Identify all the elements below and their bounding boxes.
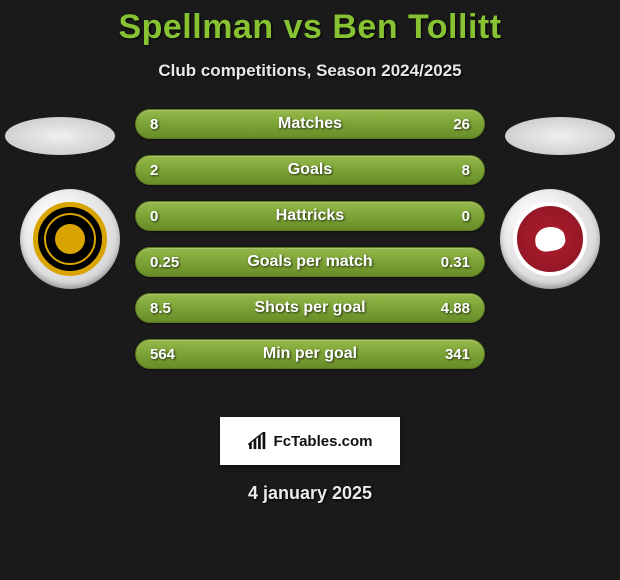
snapshot-date: 4 january 2025 (0, 483, 620, 504)
bar-chart-icon (248, 432, 270, 450)
stat-row-goals-per-match: 0.25 Goals per match 0.31 (135, 247, 485, 277)
player2-name: Ben Tollitt (332, 8, 501, 46)
team-badge-right (500, 189, 600, 289)
attribution-box: FcTables.com (220, 417, 400, 465)
stat-right-value: 0 (462, 208, 470, 225)
stat-row-goals: 2 Goals 8 (135, 155, 485, 185)
morecambe-crest (513, 202, 587, 276)
stat-row-shots-per-goal: 8.5 Shots per goal 4.88 (135, 293, 485, 323)
stat-right-value: 341 (445, 346, 470, 363)
stat-label: Matches (136, 115, 484, 133)
comparison-title: Spellman vs Ben Tollitt (0, 0, 620, 47)
stat-right-value: 8 (462, 162, 470, 179)
stat-label: Goals (136, 161, 484, 179)
spotlight-right (505, 117, 615, 155)
stat-right-value: 4.88 (441, 300, 470, 317)
comparison-arena: 8 Matches 26 2 Goals 8 0 Hattricks 0 0.2… (0, 109, 620, 399)
spotlight-left (5, 117, 115, 155)
stat-right-value: 26 (453, 116, 470, 133)
subtitle: Club competitions, Season 2024/2025 (0, 61, 620, 81)
attribution-text: FcTables.com (274, 433, 373, 450)
team-badge-left (20, 189, 120, 289)
stat-row-matches: 8 Matches 26 (135, 109, 485, 139)
player1-name: Spellman (118, 8, 273, 46)
stat-row-hattricks: 0 Hattricks 0 (135, 201, 485, 231)
stat-label: Min per goal (136, 345, 484, 363)
fctables-logo: FcTables.com (248, 432, 373, 450)
stat-label: Shots per goal (136, 299, 484, 317)
stat-label: Goals per match (136, 253, 484, 271)
stat-right-value: 0.31 (441, 254, 470, 271)
stat-label: Hattricks (136, 207, 484, 225)
vs-label: vs (284, 8, 323, 46)
newport-county-crest (33, 202, 107, 276)
stat-bars: 8 Matches 26 2 Goals 8 0 Hattricks 0 0.2… (135, 109, 485, 385)
stat-row-min-per-goal: 564 Min per goal 341 (135, 339, 485, 369)
